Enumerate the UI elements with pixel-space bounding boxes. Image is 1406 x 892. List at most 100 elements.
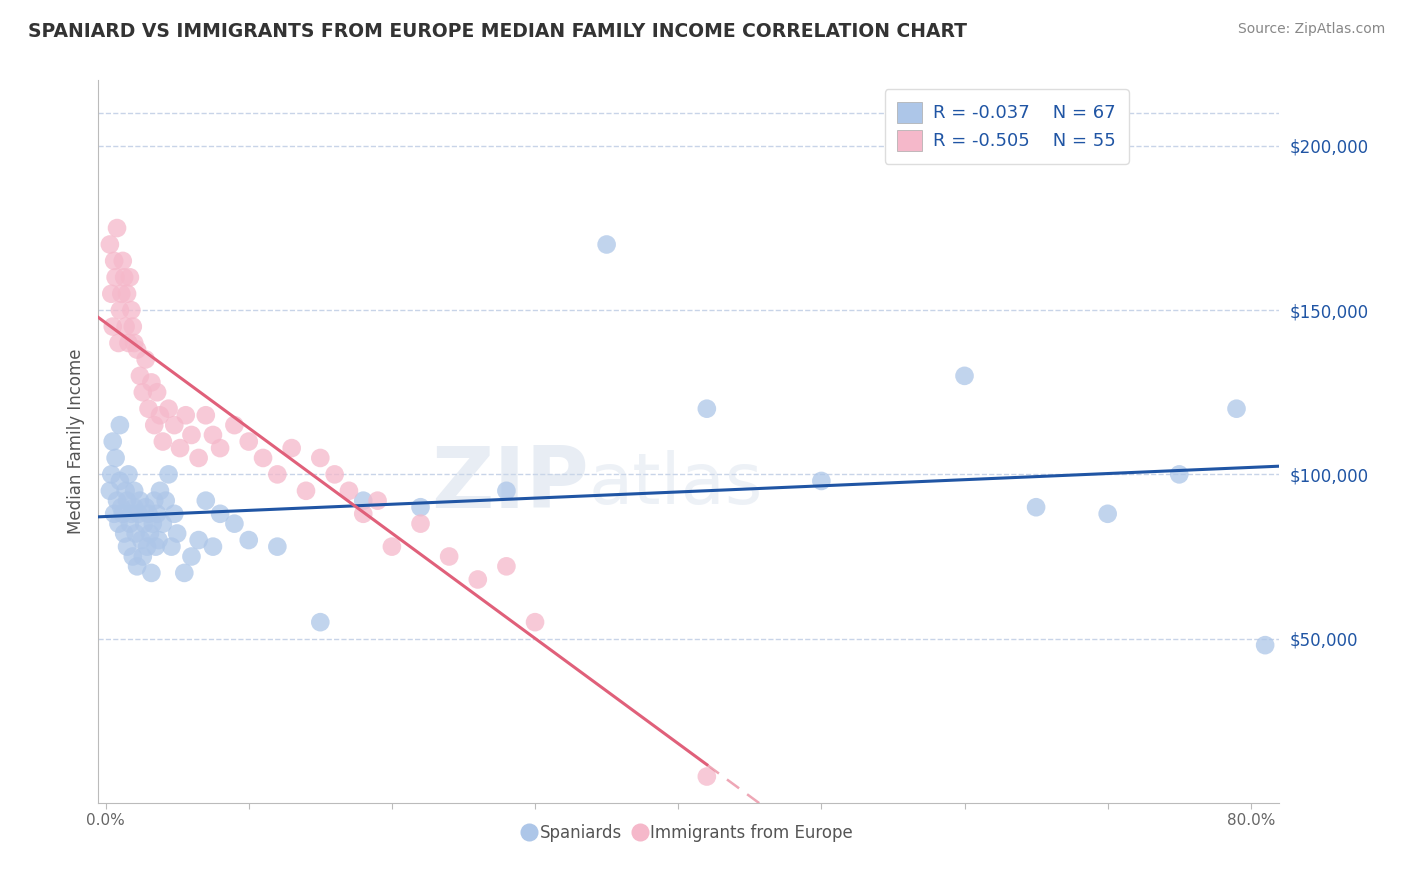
Point	[125, 559, 148, 574]
Point	[280, 441, 302, 455]
Point	[122, 336, 145, 351]
Point	[121, 549, 143, 564]
Point	[143, 418, 166, 433]
Point	[437, 549, 460, 564]
Point	[112, 526, 135, 541]
Point	[114, 319, 136, 334]
Point	[135, 352, 157, 367]
Point	[309, 615, 332, 630]
Point	[141, 376, 163, 390]
Point	[146, 385, 169, 400]
Point	[105, 221, 128, 235]
Point	[194, 409, 217, 423]
Point	[696, 770, 718, 784]
Point	[134, 516, 156, 531]
Point	[136, 540, 159, 554]
Point	[111, 253, 134, 268]
Point	[115, 540, 138, 554]
Point	[142, 516, 165, 531]
Point	[98, 237, 121, 252]
Point	[155, 493, 177, 508]
Point	[122, 483, 145, 498]
Point	[120, 507, 142, 521]
Y-axis label: Median Family Income: Median Family Income	[66, 349, 84, 534]
Point	[135, 500, 157, 515]
Point	[117, 336, 139, 351]
Point	[295, 483, 318, 498]
Point	[381, 540, 404, 554]
Point	[101, 434, 124, 449]
Point	[266, 467, 288, 482]
Point	[152, 516, 174, 531]
Point	[115, 286, 138, 301]
Point	[138, 401, 160, 416]
Point	[1254, 638, 1277, 652]
Point	[139, 526, 162, 541]
Point	[143, 493, 166, 508]
Point	[352, 493, 374, 508]
Point	[224, 516, 246, 531]
Point	[129, 493, 152, 508]
Point	[1025, 500, 1047, 515]
Point	[108, 474, 131, 488]
Point	[129, 368, 152, 383]
Point	[252, 450, 274, 465]
Point	[114, 483, 136, 498]
Point	[146, 507, 169, 521]
Point	[132, 549, 155, 564]
Point	[409, 500, 432, 515]
Point	[108, 418, 131, 433]
Point	[160, 540, 183, 554]
Point	[108, 303, 131, 318]
Point	[145, 540, 167, 554]
Point	[467, 573, 489, 587]
Text: ZIP: ZIP	[430, 443, 589, 526]
Point	[115, 493, 138, 508]
Point	[117, 467, 139, 482]
Point	[266, 540, 288, 554]
Point	[149, 483, 172, 498]
Point	[157, 467, 180, 482]
Point	[1097, 507, 1119, 521]
Point	[131, 533, 153, 547]
Point	[104, 270, 127, 285]
Point	[103, 253, 125, 268]
Point	[124, 526, 146, 541]
Point	[107, 336, 129, 351]
Point	[209, 441, 232, 455]
Point	[187, 450, 209, 465]
Point	[112, 270, 135, 285]
Point	[111, 507, 134, 521]
Point	[103, 507, 125, 521]
Point	[595, 237, 617, 252]
Point	[367, 493, 389, 508]
Point	[238, 434, 260, 449]
Point	[148, 533, 170, 547]
Point	[524, 615, 547, 630]
Point	[696, 401, 718, 416]
Legend: Spaniards, Immigrants from Europe: Spaniards, Immigrants from Europe	[517, 817, 860, 848]
Point	[180, 549, 202, 564]
Point	[209, 507, 232, 521]
Point	[149, 409, 172, 423]
Point	[173, 566, 195, 580]
Point	[1225, 401, 1247, 416]
Point	[100, 286, 122, 301]
Point	[152, 434, 174, 449]
Point	[238, 533, 260, 547]
Point	[104, 450, 127, 465]
Point	[163, 418, 186, 433]
Point	[323, 467, 346, 482]
Point	[810, 474, 832, 488]
Point	[105, 493, 128, 508]
Point	[132, 385, 155, 400]
Point	[201, 428, 224, 442]
Point	[224, 418, 246, 433]
Point	[107, 516, 129, 531]
Point	[194, 493, 217, 508]
Point	[352, 507, 374, 521]
Text: atlas: atlas	[589, 450, 763, 519]
Point	[125, 343, 148, 357]
Point	[187, 533, 209, 547]
Point	[118, 270, 141, 285]
